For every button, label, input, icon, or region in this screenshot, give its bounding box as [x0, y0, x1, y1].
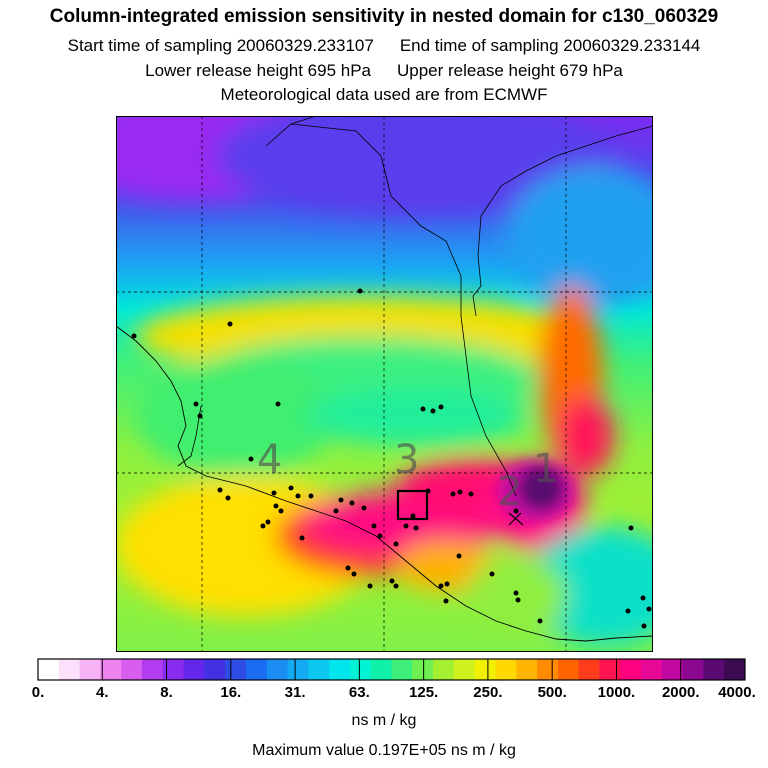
colorbar-tick-label: 31. [285, 684, 306, 701]
colorbar-swatch [370, 659, 392, 680]
colorbar-swatch [620, 659, 642, 680]
colorbar-tick-label: 500. [538, 684, 567, 701]
colorbar-swatch [100, 659, 122, 680]
colorbar-swatch [308, 659, 330, 680]
colorbar-swatch [537, 659, 559, 680]
colorbar-tick-label: 16. [220, 684, 241, 701]
colorbar: 0. 4. 8. 16. 31. 63. 125. 250. 500. 1000. 2000. 400… [32, 658, 756, 701]
colorbar-swatch [79, 659, 101, 680]
colorbar-swatch [661, 659, 684, 680]
upper-height-label: Upper release height 679 hPa [397, 61, 623, 80]
colorbar-swatch [724, 659, 746, 680]
colorbar-swatch [38, 659, 60, 680]
colorbar-swatch [58, 659, 81, 680]
colorbar-swatch [516, 659, 538, 680]
start-time-label: Start time of sampling 20060329.233107 [67, 36, 374, 55]
colorbar-tick-label: 1000. [598, 684, 636, 701]
colorbar-labels: 0. 4. 8. 16. 31. 63. 125. 250. 500. 1000. 2000. 400… [32, 684, 756, 701]
coastline-path [116, 325, 653, 642]
sensitivity-field [116, 116, 653, 646]
colorbar-swatch [412, 659, 434, 680]
colorbar-swatch [225, 659, 247, 680]
colorbar-swatch [204, 659, 226, 680]
colorbar-tick-label: 2000. [662, 684, 700, 701]
colorbar-swatch [162, 659, 185, 680]
colorbar-unit: ns m / kg [351, 712, 417, 729]
colorbar-swatch [433, 659, 455, 680]
border-path-west [177, 405, 202, 467]
colorbar-swatch [682, 659, 704, 680]
region-number: 2 [497, 469, 522, 515]
sampling-time-line: Start time of sampling 20060329.233107 En… [0, 36, 768, 56]
colorbar-swatch [391, 659, 413, 680]
colorbar-swatch [141, 659, 164, 680]
colorbar-swatch [349, 659, 372, 680]
release-height-line: Lower release height 695 hPa Upper releas… [0, 61, 768, 81]
end-time-label: End time of sampling 20060329.233144 [399, 36, 701, 55]
colorbar-swatch [495, 659, 517, 680]
region-number: 4 [257, 437, 282, 483]
colorbar-tick-label: 125. [409, 684, 438, 701]
colorbar-swatch [578, 659, 600, 680]
met-data-label: Meteorological data used are from ECMWF [220, 85, 548, 104]
release-marker [508, 512, 524, 526]
colorbar-swatch [266, 659, 289, 680]
colorbar-swatch [287, 659, 309, 680]
border-path-east [472, 125, 653, 317]
colorbar-swatch [183, 659, 205, 680]
colorbar-tick-label: 4. [96, 684, 109, 701]
colorbar-swatch [474, 659, 496, 680]
lower-height-label: Lower release height 695 hPa [145, 61, 371, 80]
colorbar-swatch [121, 659, 143, 680]
colorbar-swatch [453, 659, 476, 680]
colorbar-swatch [703, 659, 725, 680]
colorbar-swatches [38, 659, 746, 680]
region-number: 1 [533, 446, 558, 492]
maximum-value-label: Maximum value 0.197E+05 ns m / kg [252, 742, 516, 759]
map-frame [116, 116, 653, 652]
colorbar-tick-label: 63. [349, 684, 370, 701]
colorbar-swatch [245, 659, 268, 680]
colorbar-swatch [557, 659, 580, 680]
border-path-north [265, 116, 517, 497]
emission-sensitivity-map: 4 3 2 1 [116, 116, 653, 652]
colorbar-tick-label: 250. [473, 684, 502, 701]
region-number: 3 [394, 437, 419, 483]
colorbar-swatch [641, 659, 663, 680]
city-markers [131, 288, 652, 629]
colorbar-ticks [37, 659, 746, 680]
colorbar-tick-label: 0. [32, 684, 45, 701]
plot-title: Column-integrated emission sensitivity i… [49, 6, 719, 27]
colorbar-tick-label: 8. [160, 684, 173, 701]
colorbar-swatch [599, 659, 621, 680]
colorbar-tick-label: 4000. [718, 684, 756, 701]
release-location-box [396, 489, 429, 521]
colorbar-swatch [329, 659, 351, 680]
